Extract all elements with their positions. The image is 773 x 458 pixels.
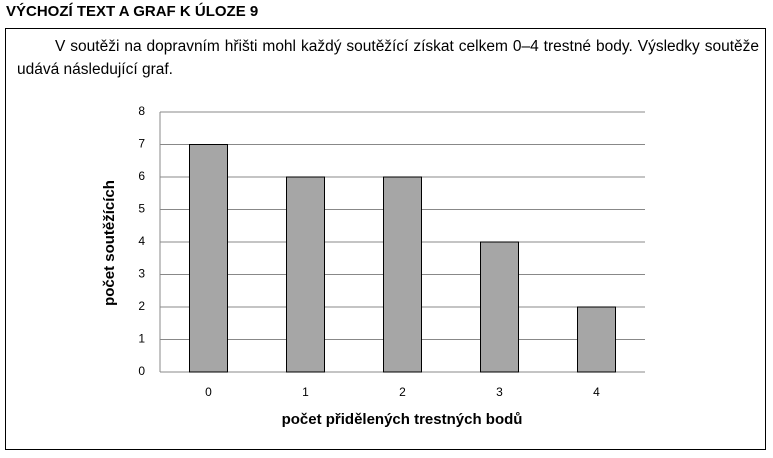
y-tick-label: 2 [138, 299, 145, 313]
bar [286, 176, 325, 373]
y-axis-label: počet soutěžících [101, 180, 118, 306]
y-tick-label: 3 [138, 267, 145, 281]
bar [383, 176, 422, 373]
heading: VÝCHOZÍ TEXT A GRAF K ÚLOZE 9 [6, 3, 259, 20]
y-tick-label: 0 [138, 364, 145, 378]
x-axis-label: počet přidělených trestných bodů [282, 411, 523, 428]
frame [5, 28, 766, 450]
y-tick-label: 8 [138, 104, 145, 118]
y-tick-label: 6 [138, 169, 145, 183]
x-tick-label: 4 [593, 385, 600, 399]
x-tick-label: 3 [496, 385, 503, 399]
paragraph: V soutěži na dopravním hřišti mohl každý… [17, 38, 759, 78]
y-tick-label: 4 [138, 234, 145, 248]
y-tick-label: 5 [138, 202, 145, 216]
bar [480, 241, 519, 373]
x-tick-label: 2 [399, 385, 406, 399]
bar [577, 306, 616, 373]
bar [189, 144, 228, 373]
x-tick-label: 1 [302, 385, 309, 399]
y-tick-label: 7 [138, 137, 145, 151]
y-tick-label: 1 [138, 332, 145, 346]
x-tick-label: 0 [205, 385, 212, 399]
